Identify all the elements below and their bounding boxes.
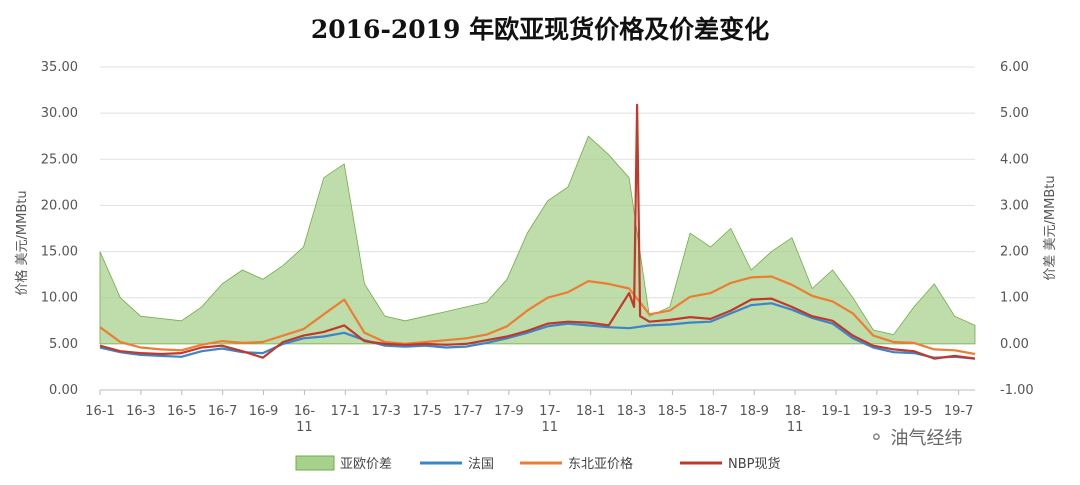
right-tick-label: 5.00 [1000, 106, 1029, 121]
left-tick-label: 15.00 [41, 245, 78, 260]
right-axis-title: 价差 美元/MMBtu [1043, 175, 1058, 280]
watermark-text: 油气经纬 [890, 428, 963, 449]
x-tick-label: 17-7 [453, 404, 483, 419]
x-tick-label: 17-5 [412, 404, 442, 419]
right-tick-label: 6.00 [1000, 60, 1029, 75]
legend-label-ne-asia: 东北亚价格 [568, 456, 633, 472]
watermark-logo: ⚬ 油气经纬 [868, 424, 963, 450]
left-axis-title: 价格 美元/MMBtu [14, 190, 30, 295]
left-axis-ticks: 0.00 5.00 10.00 15.00 20.00 25.00 30.00 35.00 [41, 60, 78, 398]
x-tick-label: 19-3 [862, 404, 892, 419]
x-tick-label: 18-5 [658, 404, 688, 419]
x-tick-label: 17-9 [494, 404, 524, 419]
chart-title: 2016-2019 年欧亚现货价格及价差变化 [310, 15, 770, 44]
left-tick-label: 20.00 [41, 198, 78, 213]
series-line-ne-asia [99, 275, 976, 356]
price-lines [99, 103, 976, 360]
x-tick-label: 16-5 [167, 404, 197, 419]
x-tick-label: 18-7 [699, 404, 729, 419]
x-tick-label: 16-11 [294, 404, 316, 435]
left-tick-label: 0.00 [49, 383, 78, 398]
left-tick-label: 30.00 [41, 106, 78, 121]
x-tick-label: 16-3 [126, 404, 156, 419]
x-tick-label: 16-9 [249, 404, 279, 419]
x-tick-label: 17-11 [539, 404, 561, 435]
right-axis-ticks: -1.00 0.00 1.00 2.00 3.00 4.00 5.00 6.00 [1000, 60, 1034, 398]
left-tick-label: 10.00 [41, 291, 78, 306]
x-tick-label: 18-9 [739, 404, 769, 419]
x-tick-label: 16-1 [85, 404, 115, 419]
right-tick-label: 0.00 [1000, 337, 1029, 352]
left-tick-label: 25.00 [41, 152, 78, 167]
x-tick-label: 19-1 [821, 404, 851, 419]
legend: 亚欧价差 法国 东北亚价格 NBP现货 [295, 455, 780, 472]
x-tick-label: 16-7 [208, 404, 238, 419]
legend-label-nbp: NBP现货 [728, 456, 780, 472]
x-axis-ticks: 16-1 16-3 16-5 16-7 16-9 16-11 17-1 17-3 17-5 17-… [85, 390, 973, 435]
left-tick-label: 5.00 [49, 337, 78, 352]
x-tick-label: 19-7 [944, 404, 974, 419]
legend-label-france: 法国 [468, 457, 494, 472]
legend-swatch-spread [295, 455, 335, 471]
x-tick-label: 17-1 [331, 404, 361, 419]
x-tick-label: 18-1 [576, 404, 606, 419]
right-tick-label: 2.00 [1000, 245, 1029, 260]
right-tick-label: 4.00 [1000, 152, 1029, 167]
right-tick-label: 1.00 [1000, 291, 1029, 306]
wechat-icon: ⚬ [868, 425, 885, 449]
x-tick-label: 19-5 [903, 404, 933, 419]
x-tick-label: 18-11 [784, 404, 806, 435]
x-tick-label: 17-3 [371, 404, 401, 419]
right-tick-label: 3.00 [1000, 198, 1029, 213]
x-tick-label: 18-3 [617, 404, 647, 419]
series-area-spread [99, 135, 976, 345]
left-tick-label: 35.00 [41, 60, 78, 75]
spread-area [99, 135, 976, 345]
right-tick-label: -1.00 [1000, 383, 1034, 398]
series-line-nbp [99, 103, 976, 360]
legend-label-spread: 亚欧价差 [340, 457, 392, 472]
